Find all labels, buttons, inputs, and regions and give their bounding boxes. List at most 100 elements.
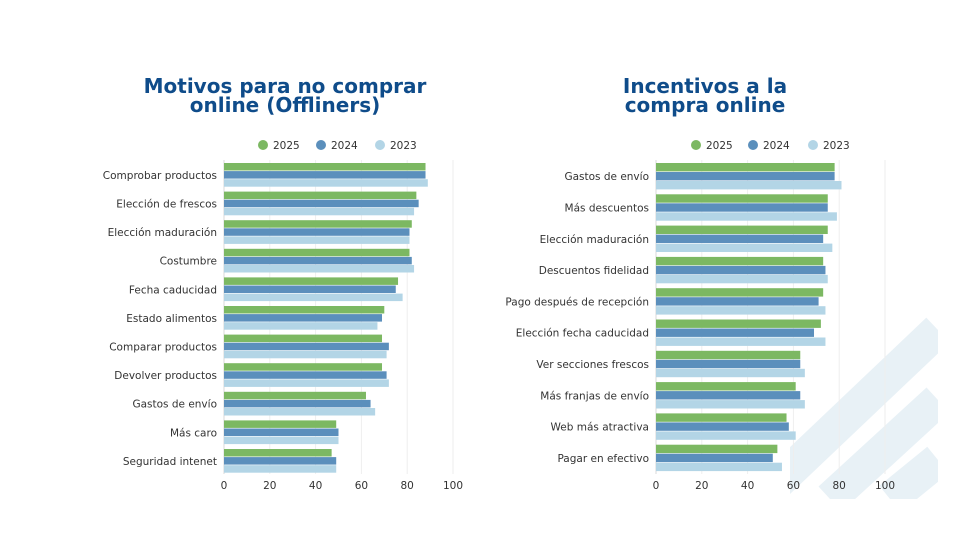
bar-2024 [656, 453, 773, 463]
chart-title-line-1: Incentivos a la [622, 74, 788, 98]
x-tick-label: 60 [787, 480, 800, 492]
decor-stripe [818, 387, 938, 499]
bar-2024 [224, 399, 371, 408]
category-label: Devolver productos [114, 370, 217, 382]
legend-marker [691, 140, 701, 150]
legend-label: 2024 [331, 140, 358, 152]
bar-2023 [224, 179, 428, 187]
bar-2023 [656, 306, 826, 315]
chart-title-line-2: compra online [624, 93, 786, 117]
category-label: Elección de frescos [116, 198, 217, 210]
category-group: Gastos de envío [132, 391, 376, 416]
bar-2025 [224, 420, 337, 428]
category-label: Descuentos fidelidad [539, 265, 649, 277]
bar-2025 [224, 191, 417, 200]
category-label: Seguridad intenet [123, 456, 217, 468]
bar-2025 [656, 194, 828, 203]
bar-2025 [656, 319, 821, 328]
x-tick-label: 40 [309, 480, 322, 492]
category-group: Elección fecha caducidad [516, 319, 826, 346]
legend-label: 2024 [763, 140, 790, 152]
bar-2025 [224, 391, 366, 400]
category-label: Gastos de envío [132, 399, 217, 411]
bar-2025 [656, 163, 835, 172]
legend-marker [258, 140, 268, 150]
category-label: Más franjas de envío [540, 390, 649, 402]
bar-2024 [224, 342, 389, 351]
bar-2025 [656, 225, 828, 234]
bar-2024 [224, 428, 339, 436]
chart-title-incentivos: Incentivos a la compra online [560, 74, 850, 117]
bar-2024 [656, 422, 789, 431]
x-tick-label: 20 [695, 480, 708, 492]
decor-stripe [879, 446, 938, 499]
bar-2024 [656, 391, 801, 400]
bar-2023 [656, 337, 826, 346]
category-group: Ver secciones frescos [536, 350, 805, 378]
legend: 2025 2024 2023 [258, 140, 417, 152]
bar-2024 [224, 371, 387, 379]
bar-2024 [224, 256, 412, 265]
category-group: Pagar en efectivo [557, 444, 782, 472]
bar-2025 [656, 413, 787, 422]
bar-2023 [224, 236, 410, 244]
x-tick-label: 0 [221, 480, 228, 492]
bar-2023 [656, 212, 837, 221]
bar-2023 [224, 408, 376, 416]
chart-title-line-2: online (Offliners) [189, 93, 381, 117]
bar-2024 [224, 457, 337, 465]
bar-2023 [224, 293, 403, 302]
bar-2024 [656, 359, 801, 369]
bar-2023 [656, 368, 805, 378]
category-group: Elección maduración [108, 220, 412, 244]
bar-2023 [224, 465, 337, 473]
bar-2024 [224, 199, 419, 208]
category-label: Web más atractiva [551, 422, 649, 434]
bar-2024 [656, 203, 828, 212]
bar-2025 [224, 220, 412, 228]
category-group: Comprobar productos [103, 163, 428, 187]
legend: 2025 2024 2023 [691, 140, 850, 152]
category-group: Más franjas de envío [540, 382, 805, 409]
bar-2023 [224, 350, 387, 359]
x-tick-label: 40 [741, 480, 754, 492]
legend-label: 2023 [823, 140, 850, 152]
category-group: Descuentos fidelidad [539, 256, 828, 284]
bar-2025 [224, 277, 399, 285]
x-tick-label: 100 [443, 480, 463, 492]
category-group: Devolver productos [114, 363, 389, 387]
x-tick-label: 80 [401, 480, 414, 492]
bar-2025 [656, 382, 796, 391]
category-label: Pago después de recepción [505, 296, 649, 308]
bar-2023 [224, 322, 378, 330]
bar-2024 [224, 314, 383, 322]
bar-2023 [656, 243, 833, 252]
category-group: Más caro [170, 420, 339, 445]
bar-2025 [224, 363, 383, 371]
x-tick-label: 100 [875, 480, 895, 492]
bar-2024 [224, 285, 396, 293]
bar-2025 [224, 334, 383, 343]
legend-label: 2023 [390, 140, 417, 152]
x-tick-label: 0 [653, 480, 660, 492]
category-label: Ver secciones frescos [536, 359, 649, 371]
legend-marker [808, 140, 818, 150]
bar-2024 [656, 172, 835, 181]
category-label: Comprobar productos [103, 170, 217, 182]
legend-label: 2025 [706, 140, 733, 152]
bar-2023 [656, 181, 842, 190]
legend-marker [375, 140, 385, 150]
bar-2024 [224, 228, 410, 236]
bar-2023 [224, 379, 389, 387]
category-group: Pago después de recepción [505, 288, 826, 315]
category-group: Comparar productos [109, 334, 389, 359]
legend-label: 2025 [273, 140, 300, 152]
bar-2025 [656, 350, 801, 360]
bar-2024 [224, 171, 426, 179]
x-tick-label: 60 [355, 480, 368, 492]
legend-marker [316, 140, 326, 150]
bar-2023 [224, 436, 339, 445]
